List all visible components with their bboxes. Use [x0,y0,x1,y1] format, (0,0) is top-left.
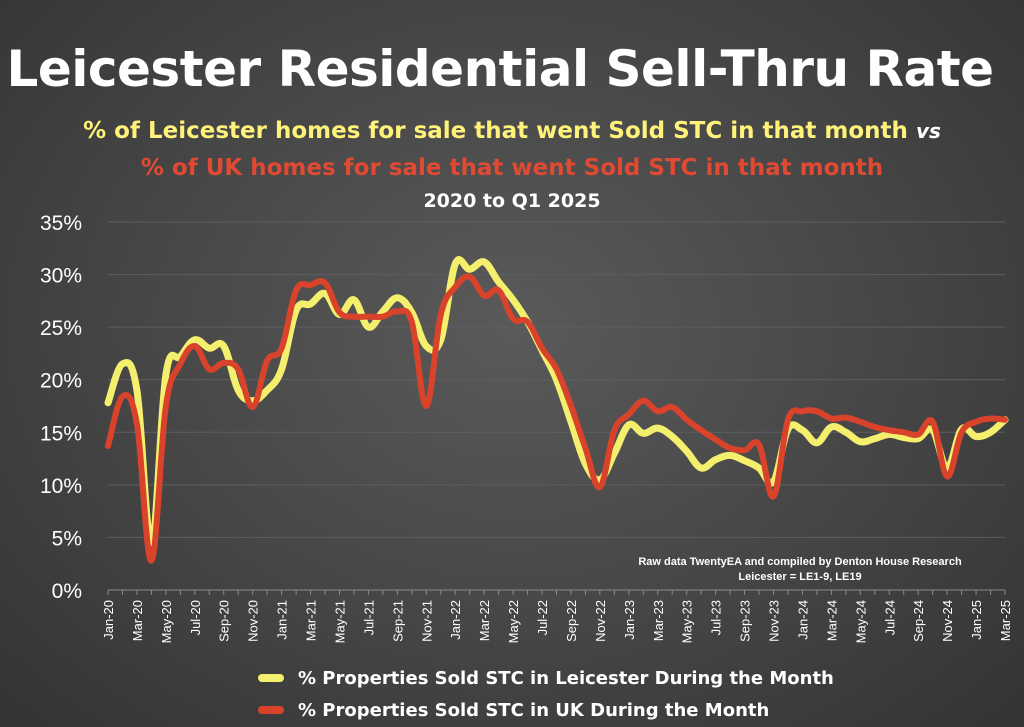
series-line-leicester [104,256,1009,547]
subtitle-vs: vs [915,119,941,143]
x-tick-label: May-22 [506,600,521,643]
y-axis: 0% 5% 10% 15% 20% 25% 30% 35% [40,212,82,603]
y-tick-label: 15% [40,422,82,445]
x-tick-label: Jul-22 [535,600,550,635]
legend-item-leicester: % Properties Sold STC in Leicester Durin… [258,666,834,690]
x-tick-label: Sep-24 [911,600,926,642]
x-tick-label: Jan-24 [795,600,810,640]
subtitle-leicester-text: % of Leicester homes for sale that went … [83,118,908,144]
x-tick-label: Jan-20 [101,600,116,640]
legend-label-uk: % Properties Sold STC in UK During the M… [298,699,770,721]
chart-title: Leicester Residential Sell-Thru Rate [6,40,994,98]
x-tick-label: Jul-23 [709,600,724,635]
period-label: 2020 to Q1 2025 [423,190,601,212]
series-lines [104,256,1009,564]
x-tick-label: Jul-20 [188,600,203,635]
legend-label-leicester: % Properties Sold STC in Leicester Durin… [298,667,834,689]
y-tick-label: 5% [52,527,82,550]
x-tick-label: May-21 [332,600,347,643]
x-tick-label: Mar-20 [130,600,145,641]
x-tick-label: Mar-25 [998,600,1013,641]
x-tick-label: Nov-23 [767,600,782,642]
y-tick-label: 35% [40,212,82,235]
subtitle-leicester: % of Leicester homes for sale that went … [0,118,1024,144]
x-tick-label: Sep-21 [390,600,405,642]
x-tick-label: Jul-24 [882,600,897,635]
legend-swatch-leicester [258,674,284,682]
legend-swatch-uk [258,706,284,714]
x-tick-label: Nov-24 [940,600,955,642]
y-tick-label: 30% [40,265,82,288]
legend-item-uk: % Properties Sold STC in UK During the M… [258,698,769,722]
gridlines [108,221,1005,538]
x-tick-label: Sep-22 [564,600,579,642]
x-tick-label: Jan-22 [448,600,463,640]
x-tick-label: Jan-21 [275,600,290,640]
x-tick-label: Mar-22 [477,600,492,641]
y-tick-label: 20% [40,370,82,393]
subtitle-uk: % of UK homes for sale that went Sold ST… [140,155,884,181]
x-tick-label: Nov-20 [246,600,261,642]
y-tick-label: 0% [52,580,82,603]
y-tick-label: 25% [40,317,82,340]
x-tick-label: May-20 [159,600,174,643]
source-line-2: Leicester = LE1-9, LE19 [738,571,862,583]
x-tick-label: Nov-22 [593,600,608,642]
x-tick-label: Jul-21 [361,600,376,635]
x-tick-label: Mar-24 [824,600,839,641]
series-line-uk [105,273,1008,564]
x-tick-label: Jan-25 [969,600,984,640]
x-tick-label: Sep-23 [738,600,753,642]
x-axis: Jan-20 Mar-20 May-20 Jul-20 Sep-20 Nov-20 Jan-… [101,589,1013,643]
x-tick-label: May-23 [680,600,695,643]
y-tick-label: 10% [40,475,82,498]
source-note: Raw data TwentyEA and compiled by Denton… [600,555,1000,585]
x-tick-label: May-24 [853,600,868,643]
x-tick-label: Nov-21 [419,600,434,642]
source-line-1: Raw data TwentyEA and compiled by Denton… [638,556,962,568]
x-tick-label: Jan-23 [622,600,637,640]
x-tick-label: Mar-21 [304,600,319,641]
x-tick-label: Sep-20 [217,600,232,642]
x-tick-label: Mar-23 [651,600,666,641]
